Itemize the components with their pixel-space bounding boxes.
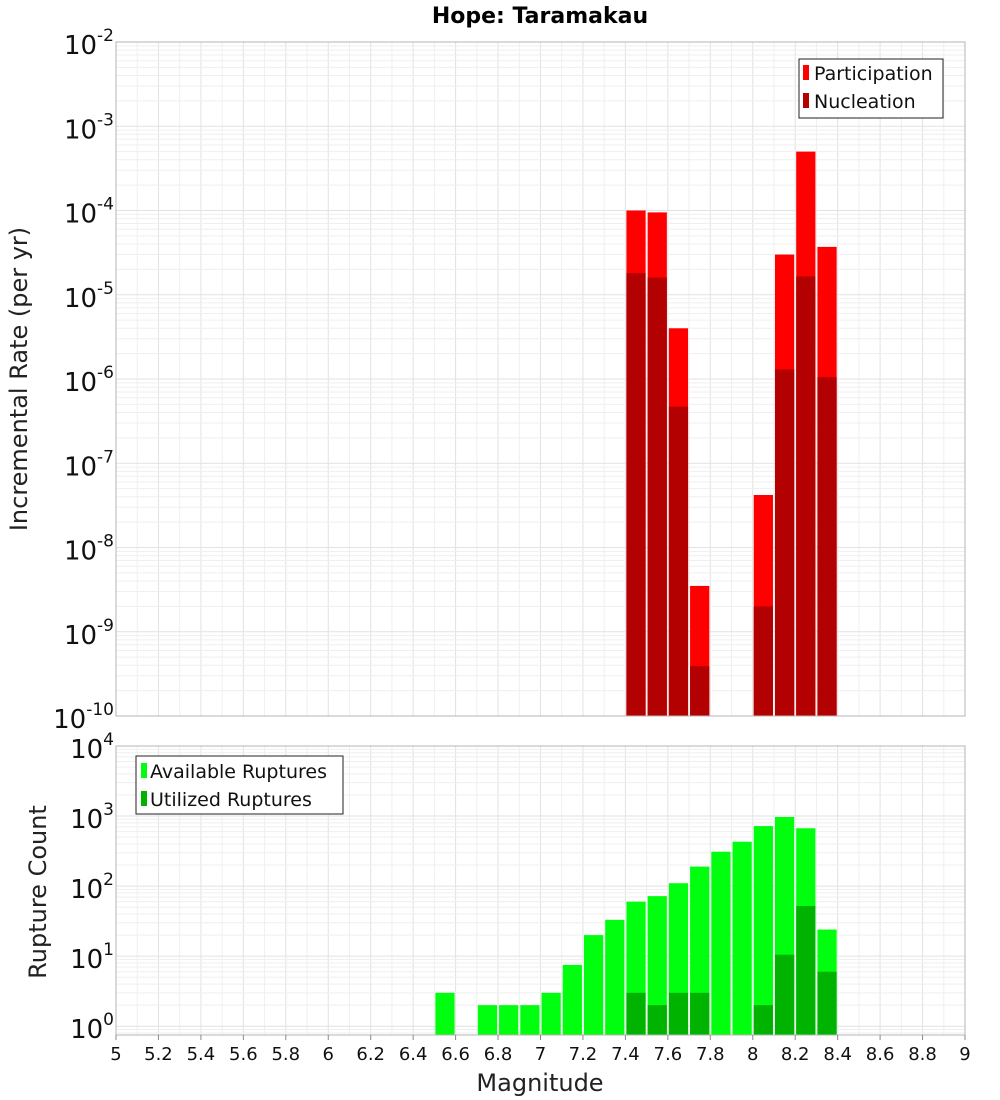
bar-available-ruptures bbox=[499, 1005, 519, 1035]
y-tick-label: 10-10 bbox=[53, 700, 114, 735]
bar-available-ruptures bbox=[711, 851, 731, 1035]
x-tick-label: 7.2 bbox=[569, 1044, 598, 1065]
y-tick-label: 10-3 bbox=[64, 110, 114, 145]
top-y-axis-label: Incremental Rate (per yr) bbox=[5, 227, 33, 531]
legend-swatch-utilized-ruptures bbox=[141, 791, 147, 806]
top-plot-frame bbox=[115, 41, 966, 717]
y-tick-label: 10-8 bbox=[64, 532, 114, 567]
y-tick-label: 10-9 bbox=[64, 616, 114, 651]
x-tick-label: 6.6 bbox=[441, 1044, 470, 1065]
x-tick-label: 7.4 bbox=[611, 1044, 640, 1065]
x-ticks: 5 5.2 5.4 5.6 5.8 6 6.2 6.4 6.6 6.8 7 7.2 7.4 7.6 7.8 8… bbox=[110, 1035, 971, 1065]
x-tick-label: 5 bbox=[110, 1044, 121, 1065]
bar-utilized-ruptures bbox=[626, 992, 646, 1035]
bottom-y-ticks: 100 101 102 103 104 bbox=[70, 730, 114, 1045]
x-tick-label: 6 bbox=[323, 1044, 334, 1065]
top-bars bbox=[626, 151, 837, 717]
x-tick-label: 5.4 bbox=[187, 1044, 216, 1065]
y-tick-label: 10-2 bbox=[64, 26, 114, 61]
y-tick-label: 104 bbox=[70, 730, 114, 765]
y-tick-label: 10-4 bbox=[64, 195, 114, 230]
bar-available-ruptures bbox=[753, 826, 773, 1035]
bar-utilized-ruptures bbox=[796, 906, 816, 1035]
x-tick-label: 6.8 bbox=[484, 1044, 513, 1065]
legend-label-available-ruptures: Available Ruptures bbox=[150, 761, 327, 783]
x-tick-label: 5.2 bbox=[144, 1044, 173, 1065]
x-tick-label: 8.4 bbox=[823, 1044, 852, 1065]
bar-utilized-ruptures bbox=[690, 992, 710, 1035]
bar-nucleation bbox=[690, 666, 710, 716]
bar-nucleation bbox=[668, 406, 689, 716]
legend-swatch-participation bbox=[803, 65, 809, 80]
y-tick-label: 103 bbox=[70, 800, 114, 835]
bar-nucleation bbox=[817, 377, 837, 716]
bottom-legend-box bbox=[135, 755, 344, 815]
x-tick-label: 9 bbox=[959, 1044, 970, 1065]
y-tick-label: 10-6 bbox=[64, 363, 114, 398]
top-legend: Participation Nucleation bbox=[798, 58, 944, 119]
x-tick-label: 8 bbox=[747, 1044, 758, 1065]
y-tick-label: 100 bbox=[70, 1010, 114, 1045]
bar-available-ruptures bbox=[520, 1005, 540, 1035]
y-tick-label: 102 bbox=[70, 870, 114, 905]
bar-available-ruptures bbox=[605, 919, 625, 1035]
bar-utilized-ruptures bbox=[647, 1005, 667, 1035]
x-tick-label: 6.4 bbox=[399, 1044, 428, 1065]
x-tick-label: 7 bbox=[535, 1044, 546, 1065]
x-tick-label: 7.6 bbox=[654, 1044, 683, 1065]
x-tick-label: 5.8 bbox=[271, 1044, 300, 1065]
bar-available-ruptures bbox=[647, 896, 667, 1035]
y-tick-label: 10-5 bbox=[64, 279, 114, 314]
legend-label-nucleation: Nucleation bbox=[814, 91, 916, 113]
bar-available-ruptures bbox=[541, 992, 561, 1035]
x-tick-label: 8.6 bbox=[866, 1044, 895, 1065]
top-grid bbox=[115, 41, 966, 717]
bar-utilized-ruptures bbox=[668, 992, 689, 1035]
legend-label-utilized-ruptures: Utilized Ruptures bbox=[150, 789, 312, 811]
legend-label-participation: Participation bbox=[814, 63, 933, 85]
x-tick-label: 7.8 bbox=[696, 1044, 725, 1065]
top-y-ticks: 10-10 10-9 10-8 10-7 10-6 10-5 10-4 10-3 10-2 bbox=[53, 26, 114, 735]
bar-nucleation bbox=[774, 369, 795, 716]
bar-utilized-ruptures bbox=[774, 954, 795, 1035]
x-tick-label: 8.8 bbox=[908, 1044, 937, 1065]
x-tick-label: 6.2 bbox=[356, 1044, 385, 1065]
bar-available-ruptures bbox=[583, 935, 604, 1035]
legend-swatch-available-ruptures bbox=[141, 763, 147, 778]
x-tick-label: 5.6 bbox=[229, 1044, 258, 1065]
bar-available-ruptures bbox=[732, 841, 752, 1035]
x-axis-label: Magnitude bbox=[476, 1069, 603, 1097]
bottom-bars bbox=[435, 816, 837, 1035]
bar-utilized-ruptures bbox=[817, 971, 837, 1035]
bar-nucleation bbox=[796, 276, 816, 716]
bar-nucleation bbox=[647, 277, 667, 716]
bottom-legend: Available Ruptures Utilized Ruptures bbox=[135, 755, 344, 815]
y-tick-label: 101 bbox=[70, 940, 114, 975]
bottom-plot-panel: 100 101 102 103 104 5 5.2 5.4 5.6 5.8 6 6.2 6.4 6.6 6… bbox=[24, 730, 971, 1097]
bar-available-ruptures bbox=[477, 1005, 498, 1035]
top-legend-box bbox=[798, 58, 944, 119]
bar-available-ruptures bbox=[435, 992, 455, 1035]
x-tick-label: 8.2 bbox=[781, 1044, 810, 1065]
bottom-y-axis-label: Rupture Count bbox=[24, 805, 52, 979]
bar-nucleation bbox=[626, 273, 646, 716]
legend-swatch-nucleation bbox=[803, 93, 809, 108]
y-tick-label: 10-7 bbox=[64, 447, 114, 482]
bar-nucleation bbox=[753, 606, 773, 716]
chart-title: Hope: Taramakau bbox=[432, 4, 648, 29]
top-plot-panel: 10-10 10-9 10-8 10-7 10-6 10-5 10-4 10-3 10-2 In… bbox=[5, 26, 966, 735]
bar-available-ruptures bbox=[562, 964, 582, 1035]
bar-utilized-ruptures bbox=[753, 1005, 773, 1035]
